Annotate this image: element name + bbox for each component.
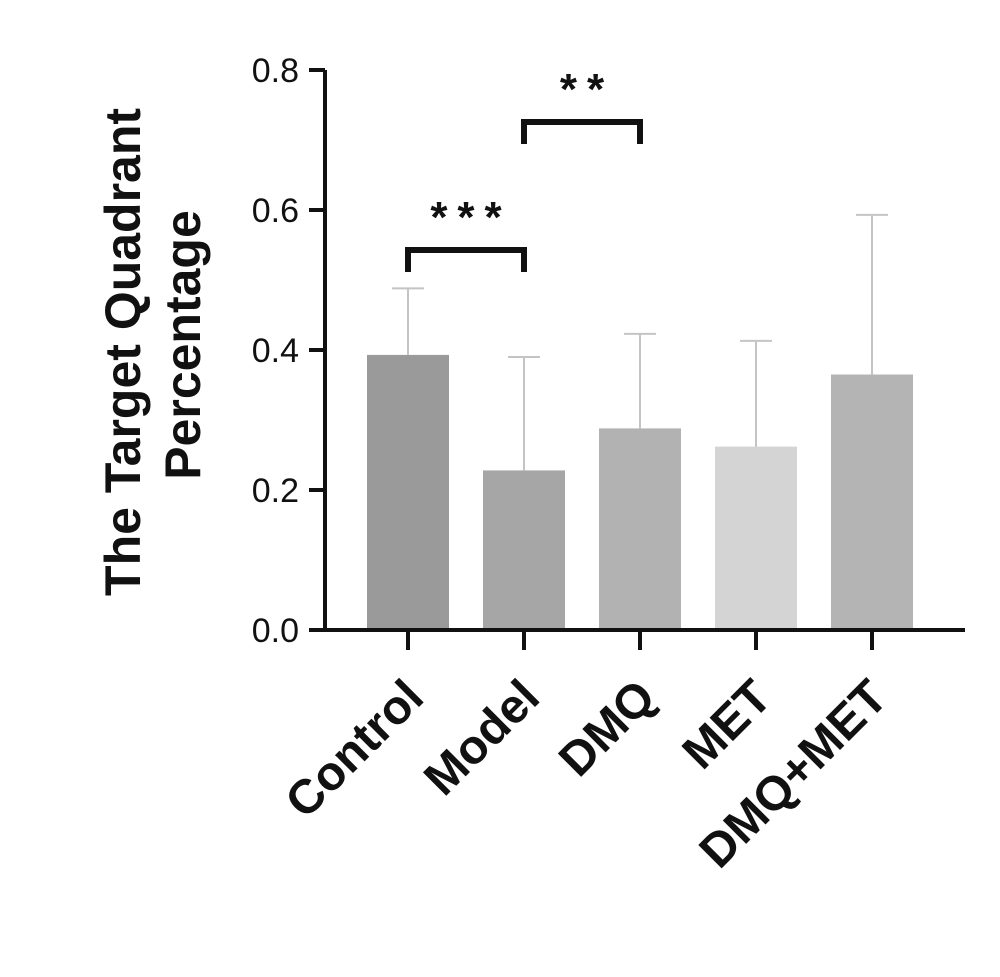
y-tick-label: 0.8 xyxy=(252,52,299,90)
y-axis-label: The Target Quadrant Percentage xyxy=(95,94,211,596)
bar-met xyxy=(715,446,797,630)
significance-bracket xyxy=(405,247,527,272)
x-tick-label: DMQ xyxy=(549,670,666,787)
significance-label: *** xyxy=(430,193,511,242)
y-tick-label: 0.0 xyxy=(252,612,299,650)
significance-label: ** xyxy=(560,65,614,114)
bars-layer xyxy=(367,354,913,630)
y-tick-label: 0.6 xyxy=(252,192,299,230)
x-tick-label: Model xyxy=(414,670,550,806)
significance-bracket xyxy=(521,119,643,144)
significance-layer: ***** xyxy=(405,65,643,272)
y-tick-label: 0.4 xyxy=(252,332,299,370)
bar-dmq-met xyxy=(831,374,913,630)
bar-model xyxy=(483,470,565,630)
bar-dmq xyxy=(599,428,681,630)
x-tick-label: Control xyxy=(276,670,434,828)
x-tick-label: MET xyxy=(673,670,782,779)
y-tick-label: 0.2 xyxy=(252,472,299,510)
error-bars-layer xyxy=(392,213,888,471)
bar-control xyxy=(367,354,449,630)
